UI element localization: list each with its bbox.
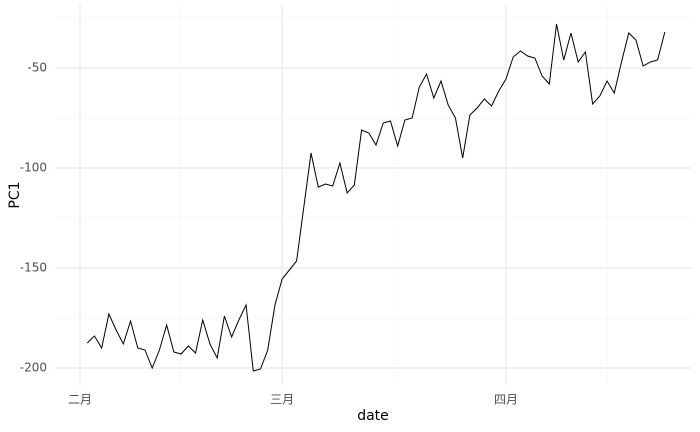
x-tick-label: 四月 [494, 393, 518, 407]
y-tick-label: -200 [20, 361, 47, 375]
y-tick-label: -150 [20, 261, 47, 275]
marks [86, 23, 666, 372]
y-axis-title: PC1 [7, 181, 23, 208]
line [86, 23, 666, 372]
grid [55, 5, 692, 385]
x-axis-title: date [357, 408, 389, 424]
y-tick-label: -100 [20, 161, 47, 175]
y-tick-label: -50 [27, 61, 47, 75]
x-tick-label: 二月 [68, 393, 92, 407]
x-tick-label: 三月 [270, 393, 294, 407]
